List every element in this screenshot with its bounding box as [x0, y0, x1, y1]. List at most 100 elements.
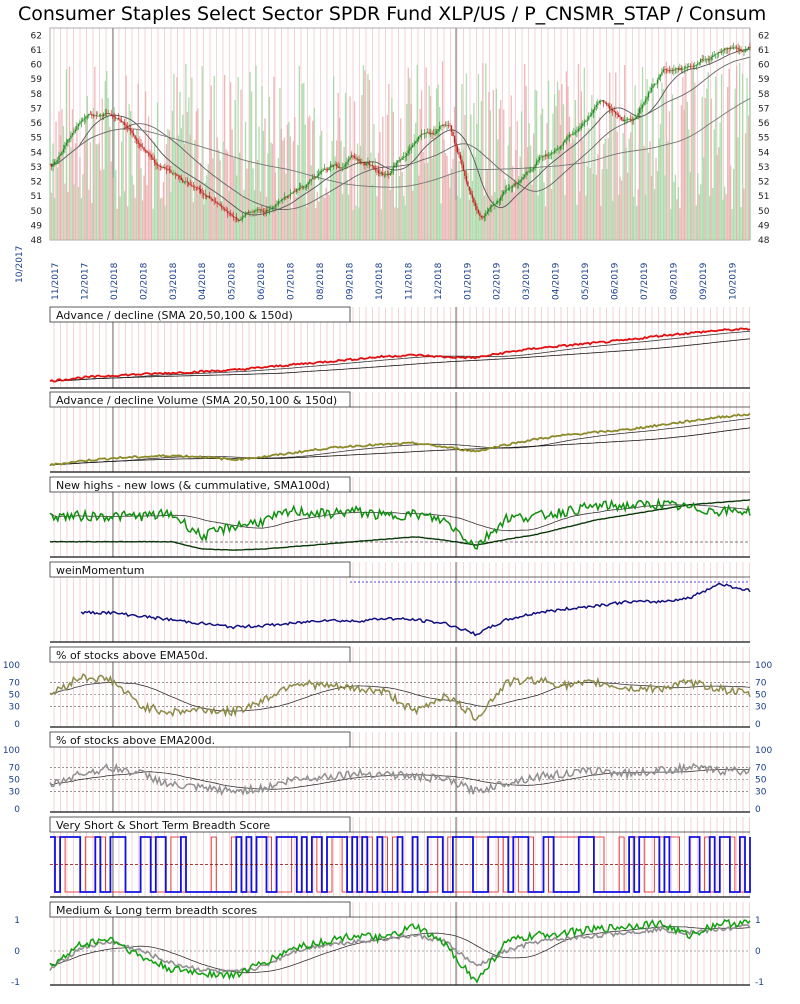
candle-body	[195, 187, 197, 189]
volume-bar	[404, 205, 406, 240]
candle-body	[152, 157, 154, 160]
volume-bar	[65, 69, 68, 240]
candle-body	[443, 124, 445, 126]
candle-body	[412, 145, 414, 147]
candle-body	[726, 48, 729, 50]
volume-bar	[59, 135, 62, 240]
volume-bar	[383, 173, 385, 240]
candle-body	[662, 69, 665, 73]
candle-body	[323, 168, 326, 170]
candle-body	[432, 134, 435, 135]
panel-title: weinMomentum	[56, 564, 144, 577]
volume-bar	[107, 97, 109, 241]
volume-bar	[324, 197, 326, 240]
candle-body	[385, 174, 387, 176]
candle-body	[355, 158, 357, 160]
volume-bar	[394, 207, 396, 240]
candle-body	[234, 217, 236, 218]
candle-body	[646, 97, 648, 100]
candle-body	[226, 210, 229, 213]
candle-body	[58, 155, 60, 161]
volume-bar	[112, 177, 114, 240]
volume-bar	[101, 98, 103, 240]
candle-body	[162, 167, 165, 168]
candle-body	[718, 52, 720, 54]
candle-body	[232, 216, 235, 218]
candle-body	[529, 170, 532, 172]
volume-bar	[439, 107, 441, 240]
volume-bar	[374, 158, 377, 240]
candle-body	[494, 203, 496, 205]
candle-body	[597, 103, 599, 105]
candle-body	[538, 157, 541, 161]
candle-body	[522, 176, 524, 180]
y-tick-label-right: 100	[755, 746, 772, 756]
volume-bar	[504, 179, 506, 240]
candle-body	[370, 165, 372, 166]
chart-title: Consumer Staples Select Sector SPDR Fund…	[18, 3, 766, 25]
candle-body	[537, 160, 539, 162]
volume-bar	[316, 191, 318, 240]
panel-main-line	[49, 412, 751, 467]
x-axis-start-label: 10/2017	[15, 246, 25, 283]
candle-body	[416, 139, 418, 142]
candle-body	[471, 194, 474, 198]
volume-bar	[516, 121, 518, 240]
panel-main-line	[80, 582, 751, 637]
volume-bar	[298, 65, 300, 241]
volume-bar	[143, 175, 145, 240]
volume-bar	[665, 61, 668, 240]
candle-body	[207, 195, 209, 198]
candle-body	[113, 116, 115, 118]
volume-bar	[609, 72, 611, 240]
candle-body	[209, 195, 211, 199]
panel-title-tab	[49, 391, 351, 408]
candle-body	[298, 187, 300, 190]
candle-body	[523, 174, 526, 177]
candle-body	[212, 199, 214, 201]
volume-bar	[98, 142, 100, 240]
volume-bar	[165, 144, 168, 240]
y-tick-label-right: 60	[758, 61, 770, 71]
candle-body	[312, 177, 314, 180]
candle-body	[586, 119, 588, 121]
candle-body	[477, 210, 480, 213]
volume-bar	[355, 205, 357, 240]
candle-body	[376, 169, 378, 171]
volume-bar	[200, 162, 202, 240]
volume-bar	[491, 195, 493, 240]
volume-bar	[67, 191, 69, 240]
volume-bar	[50, 192, 53, 240]
volume-bar	[89, 142, 91, 240]
volume-bar	[441, 61, 444, 240]
candle-body	[413, 143, 415, 146]
y-tick-label-right: 61	[758, 46, 769, 56]
candle-body	[616, 113, 618, 115]
candle-body	[353, 155, 356, 158]
candle-body	[100, 115, 102, 117]
volume-bar	[662, 89, 665, 240]
volume-bar	[627, 172, 629, 240]
candle-body	[428, 132, 430, 134]
candle-body	[107, 113, 109, 114]
candle-body	[709, 59, 711, 61]
candle-body	[280, 200, 282, 201]
candle-body	[213, 200, 215, 202]
volume-bar	[615, 72, 617, 240]
candle-body	[338, 167, 341, 168]
candle-body	[609, 106, 611, 109]
y-tick-label-left: 55	[31, 134, 42, 144]
volume-bar	[518, 175, 520, 240]
y-tick-label-right: 54	[758, 148, 770, 158]
candle-body	[182, 180, 184, 183]
candle-body	[738, 48, 741, 50]
volume-bar	[182, 114, 184, 240]
volume-bar	[543, 182, 545, 240]
x-tick-label: 06/2018	[257, 262, 267, 300]
volume-bar	[340, 140, 342, 240]
volume-bar	[318, 201, 320, 240]
candle-body	[334, 164, 336, 165]
volume-bar	[646, 79, 648, 240]
volume-bar	[183, 144, 185, 240]
candle-body	[380, 172, 382, 174]
